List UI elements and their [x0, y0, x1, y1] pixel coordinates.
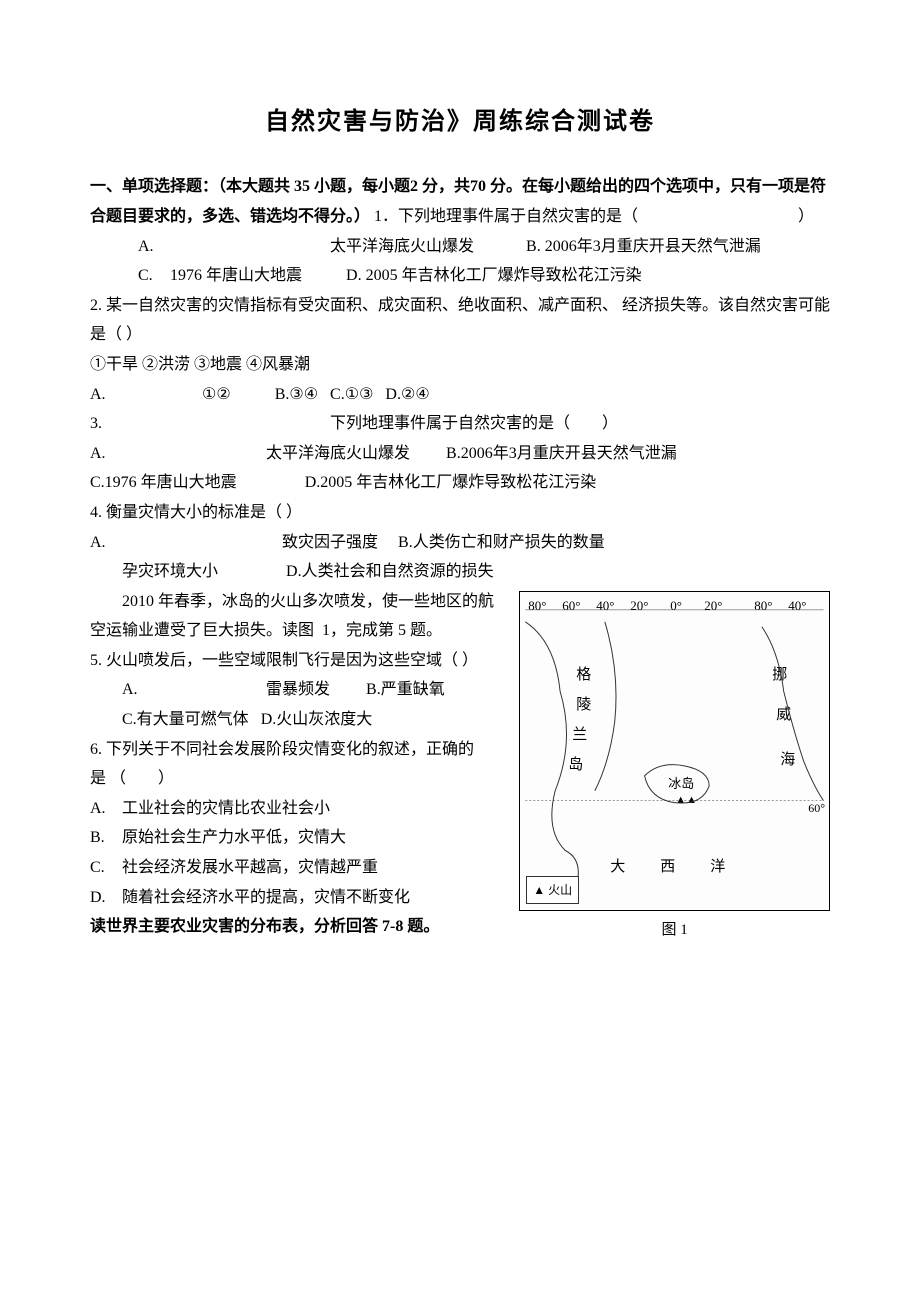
q4-optA-label: A. — [90, 528, 122, 558]
q6-optA: A.工业社会的灾情比农业社会小 — [90, 794, 497, 824]
q3-optD: 2005 年吉林化工厂爆炸导致松花江污染 — [320, 474, 596, 491]
q1-opts-1: A. 太平洋海底火山爆发 B. 2006年3月重庆开县天然气泄漏 — [90, 232, 830, 262]
q6-optD: D.随着社会经济水平的提高，灾情不断变化 — [90, 883, 497, 913]
q6-optC: C.社会经济发展水平越高，灾情越严重 — [90, 853, 497, 883]
q2-optA-label: A. — [90, 380, 122, 410]
context-q7-8: 读世界主要农业灾害的分布表，分析回答 7-8 题。 — [90, 912, 497, 942]
q2-optC: ①③ — [345, 386, 374, 403]
q6-optC-text: 社会经济发展水平越高，灾情越严重 — [122, 859, 378, 876]
q5-optC: 有大量可燃气体 — [137, 711, 249, 728]
q2-optB: ③④ — [289, 386, 318, 403]
section-1-label: 一、单项选择题： — [90, 178, 218, 195]
q4-opts-1: A. 致灾因子强度 B.人类伤亡和财产损失的数量 — [90, 528, 830, 558]
q1-opts-2: C.1976 年唐山大地震 D. 2005 年吉林化工厂爆炸导致松花江污染 — [90, 261, 830, 291]
q2-optB-label: B. — [275, 386, 290, 403]
q6: 6. 下列关于不同社会发展阶段灾情变化的叙述，正确的是 （ ） — [90, 735, 497, 794]
q6-optB-num: B. — [90, 823, 122, 853]
q2-optD: ②④ — [401, 386, 430, 403]
q1-optA: 太平洋海底火山爆发 — [330, 238, 474, 255]
q5-optC-label: C. — [122, 711, 137, 728]
q4-optD-label: D. — [286, 563, 302, 580]
q2-opts: A. ①② B.③④ C.①③ D.②④ — [90, 380, 830, 410]
figure-1: 80° 60° 40° 20° 0° 20° 80° 40° 格 陵 兰 岛 挪… — [519, 591, 830, 945]
figure-caption: 图 1 — [519, 917, 830, 945]
q3-optD-label: D. — [305, 474, 321, 491]
q6-stem: 下列关于不同社会发展阶段灾情变化的叙述，正确的是 （ ） — [90, 741, 474, 788]
q4-optD: 人类社会和自然资源的损失 — [302, 563, 494, 580]
section-1: 一、单项选择题：（本大题共 35 小题，每小题2 分，共70 分。在每小题给出的… — [90, 172, 830, 231]
q5-opts-1: A. 雷暴频发 B.严重缺氧 — [90, 675, 497, 705]
q6-optB: B.原始社会生产力水平低，灾情大 — [90, 823, 497, 853]
q1-stem-b: ） — [798, 208, 814, 225]
page-title: 自然灾害与防治》周练综合测试卷 — [90, 100, 830, 144]
q1-stem-a: 1．下列地理事件属于自然灾害的是（ — [374, 208, 638, 225]
q5-opts-2: C.有大量可燃气体 D.火山灰浓度大 — [90, 705, 497, 735]
q1-optB-label: B. — [526, 238, 541, 255]
q1-optD: 2005 年吉林化工厂爆炸导致松花江污染 — [366, 267, 642, 284]
q1-optA-label: A. — [138, 232, 170, 262]
q5-num: 5. — [90, 652, 102, 669]
q6-optA-num: A. — [90, 794, 122, 824]
q4-opts-2: 孕灾环境大小 D.人类社会和自然资源的损失 — [90, 557, 830, 587]
q6-optB-text: 原始社会生产力水平低，灾情大 — [122, 829, 346, 846]
q5-optA-label: A. — [122, 675, 154, 705]
q1-optB: 2006年3月重庆开县天然气泄漏 — [545, 238, 761, 255]
q4-optB-label: B. — [398, 534, 413, 551]
q1-optC: 1976 年唐山大地震 — [170, 267, 302, 284]
q4-optC: 孕灾环境大小 — [122, 563, 218, 580]
q6-optD-num: D. — [90, 883, 122, 913]
q1-optD-label: D. — [346, 267, 362, 284]
q2-optA: ①② — [202, 386, 231, 403]
q4-stem: 衡量灾情大小的标准是（ ） — [106, 504, 302, 521]
q4-num: 4. — [90, 504, 102, 521]
q6-num: 6. — [90, 741, 102, 758]
q5-optB: 严重缺氧 — [381, 681, 445, 698]
q1-optC-label: C. — [138, 261, 170, 291]
map-svg — [520, 592, 829, 910]
q3-opts-2: C.1976 年唐山大地震 D.2005 年吉林化工厂爆炸导致松花江污染 — [90, 468, 830, 498]
q3-num: 3. — [90, 409, 122, 439]
q2-optD-label: D. — [385, 386, 401, 403]
q5-stem: 火山喷发后，一些空域限制飞行是因为这些空域（ ） — [106, 652, 478, 669]
q3-stem: 下列地理事件属于自然灾害的是（ ） — [330, 415, 618, 432]
q5-optA: 雷暴频发 — [266, 681, 330, 698]
context-q5: 2010 年春季，冰岛的火山多次喷发，使一些地区的航空运输业遭受了巨大损失。读图… — [90, 587, 497, 646]
q2-stem: 某一自然灾害的灾情指标有受灾面积、成灾面积、绝收面积、减产面积、 经济损失等。该… — [90, 297, 830, 344]
q3-optA-label: A. — [90, 439, 122, 469]
q3-optA: 太平洋海底火山爆发 — [266, 445, 410, 462]
q2: 2. 某一自然灾害的灾情指标有受灾面积、成灾面积、绝收面积、减产面积、 经济损失… — [90, 291, 830, 350]
q2-optC-label: C. — [330, 386, 345, 403]
q3-optB: 2006年3月重庆开县天然气泄漏 — [461, 445, 677, 462]
q5: 5. 火山喷发后，一些空域限制飞行是因为这些空域（ ） — [90, 646, 497, 676]
q2-num: 2. — [90, 297, 102, 314]
map-box: 80° 60° 40° 20° 0° 20° 80° 40° 格 陵 兰 岛 挪… — [519, 591, 830, 911]
q4-optA: 致灾因子强度 — [282, 534, 378, 551]
q3-optC: 1976 年唐山大地震 — [105, 474, 237, 491]
q3-optB-label: B. — [446, 445, 461, 462]
q4-optB: 人类伤亡和财产损失的数量 — [413, 534, 605, 551]
q5-optD-label: D. — [261, 711, 277, 728]
q2-items: ①干旱 ②洪涝 ③地震 ④风暴潮 — [90, 350, 830, 380]
map-legend: ▲ 火山 — [526, 876, 579, 904]
q6-optC-num: C. — [90, 853, 122, 883]
q5-optB-label: B. — [366, 681, 381, 698]
q3-optC-label: C. — [90, 468, 105, 498]
q6-optA-text: 工业社会的灾情比农业社会小 — [122, 800, 330, 817]
q6-optD-text: 随着社会经济水平的提高，灾情不断变化 — [122, 889, 410, 906]
q4: 4. 衡量灾情大小的标准是（ ） — [90, 498, 830, 528]
q3: 3. 下列地理事件属于自然灾害的是（ ） — [90, 409, 830, 439]
q3-opts-1: A. 太平洋海底火山爆发 B.2006年3月重庆开县天然气泄漏 — [90, 439, 830, 469]
q5-optD: 火山灰浓度大 — [276, 711, 372, 728]
